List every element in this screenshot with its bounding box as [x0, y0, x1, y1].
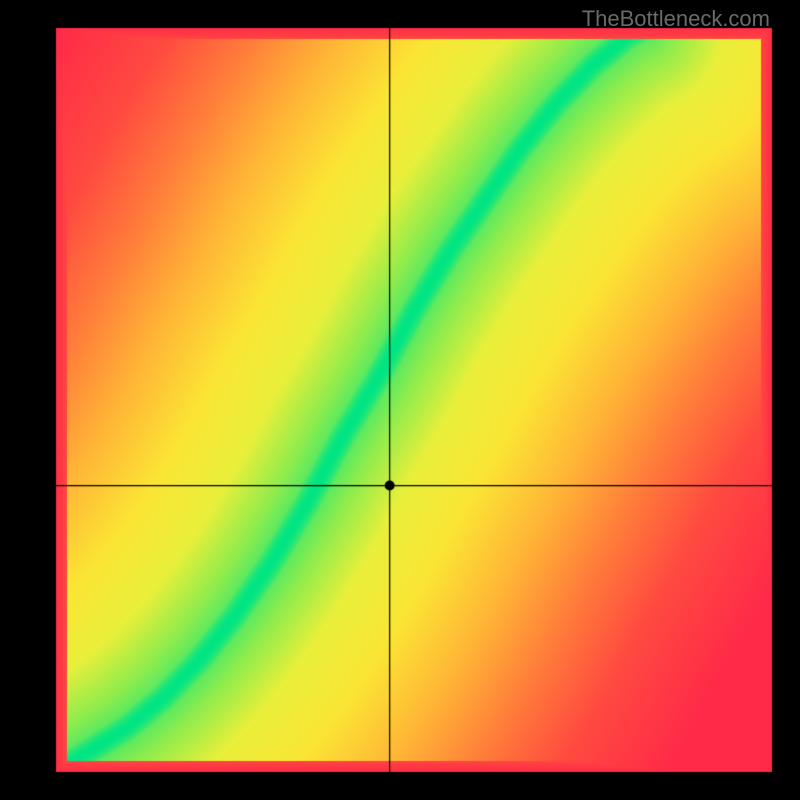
watermark-label: TheBottleneck.com	[582, 6, 770, 32]
bottleneck-heatmap: TheBottleneck.com	[0, 0, 800, 800]
heatmap-canvas	[0, 0, 800, 800]
